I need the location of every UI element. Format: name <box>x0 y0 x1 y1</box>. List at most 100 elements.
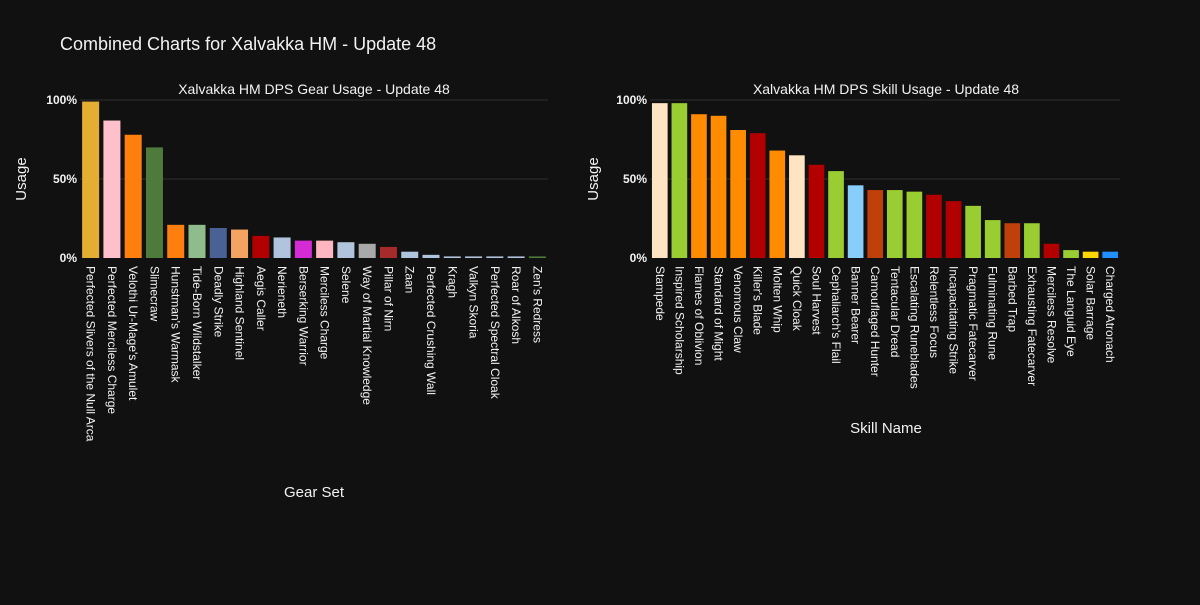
undefined-bar[interactable] <box>710 115 727 258</box>
undefined-category-label: Deadly Strike <box>211 266 225 338</box>
undefined-category-label: Tide-Born Wildstalker <box>190 266 204 380</box>
undefined-bar[interactable] <box>847 185 864 258</box>
undefined-bar[interactable] <box>808 164 825 258</box>
undefined-category-label: Perfected Spectral Cloak <box>488 266 502 400</box>
undefined-category-label: Berserking Warrior <box>296 266 310 366</box>
undefined-category-label: Pillar of Nirn <box>381 266 395 331</box>
undefined-bar[interactable] <box>145 147 163 258</box>
undefined-category-label: Banner Bearer <box>849 266 863 344</box>
undefined-bar[interactable] <box>486 256 504 258</box>
undefined-bar[interactable] <box>769 150 786 258</box>
undefined-y-tick-label: 100% <box>46 93 77 107</box>
undefined-bar[interactable] <box>337 242 355 258</box>
undefined-bar[interactable] <box>1082 251 1099 258</box>
undefined-bar[interactable] <box>188 224 206 258</box>
undefined-bar[interactable] <box>167 224 185 258</box>
undefined-bar[interactable] <box>209 227 227 258</box>
undefined-category-label: Inspired Scholarship <box>672 266 686 375</box>
undefined-y-tick-label: 50% <box>623 172 647 186</box>
undefined-category-label: Way of Martial Knowledge <box>360 266 374 405</box>
undefined-bar[interactable] <box>82 101 100 258</box>
undefined-bar[interactable] <box>867 190 884 258</box>
undefined-category-label: Aegis Caller <box>254 266 268 331</box>
undefined-category-label: Tentacular Dread <box>888 266 902 357</box>
undefined-category-label: Camouflaged Hunter <box>868 266 882 377</box>
undefined-chart-title: Xalvakka HM DPS Gear Usage - Update 48 <box>178 81 450 97</box>
undefined-bar[interactable] <box>1004 223 1021 258</box>
undefined-category-label: Merciless Charge <box>318 266 332 360</box>
undefined-bar[interactable] <box>691 114 707 258</box>
undefined-category-label: Fulminating Rune <box>986 266 1000 360</box>
undefined-category-label: Barbed Trap <box>1005 266 1019 332</box>
undefined-category-label: Incapacitating Strike <box>947 266 961 374</box>
undefined-category-label: Killer's Blade <box>751 266 765 335</box>
undefined-y-axis-label: Usage <box>13 157 30 200</box>
undefined-category-label: Valkyn Skoria <box>467 266 481 339</box>
undefined-bar[interactable] <box>965 205 981 258</box>
undefined-category-label: Perfected Crushing Wall <box>424 266 438 395</box>
undefined-category-label: Exhausting Fatecarver <box>1025 266 1039 386</box>
undefined-category-label: Zen's Redress <box>530 266 544 343</box>
undefined-bar[interactable] <box>945 201 962 258</box>
undefined-category-label: Velothi Ur-Mage's Amulet <box>126 266 140 401</box>
undefined-bar[interactable] <box>926 194 942 258</box>
undefined-category-label: Soul Harvest <box>809 266 823 335</box>
undefined-bar[interactable] <box>1063 250 1079 258</box>
undefined-bar[interactable] <box>730 130 746 258</box>
undefined-bar[interactable] <box>124 134 142 258</box>
undefined-category-label: Roar of Alkosh <box>509 266 523 344</box>
undefined-x-axis-label: Gear Set <box>284 484 345 501</box>
undefined-category-label: Kragh <box>445 266 459 298</box>
undefined-bar[interactable] <box>528 256 546 258</box>
gear-usage-chart: 0% 50% 100% Perfected Slivers of the Null A… <box>13 81 548 501</box>
undefined-category-label: Venomous Claw <box>731 266 745 353</box>
undefined-bar[interactable] <box>886 190 903 258</box>
undefined-bar[interactable] <box>231 229 249 258</box>
undefined-category-label: Slimecraw <box>147 266 161 322</box>
undefined-category-label: Molten Whip <box>770 266 784 333</box>
undefined-category-label: Highland Sentinel <box>233 266 247 360</box>
undefined-category-label: Merciless Resolve <box>1044 266 1058 364</box>
undefined-bar[interactable] <box>379 246 397 258</box>
undefined-bar[interactable] <box>422 254 440 258</box>
undefined-bar[interactable] <box>1102 251 1119 258</box>
undefined-y-axis-label: Usage <box>585 157 602 200</box>
undefined-bar[interactable] <box>294 240 312 258</box>
undefined-bar[interactable] <box>273 237 291 258</box>
undefined-bar[interactable] <box>358 243 376 258</box>
undefined-category-label: Escalating Runeblades <box>907 266 921 389</box>
figure-title: Combined Charts for Xalvakka HM - Update… <box>60 34 436 54</box>
undefined-category-label: Selene <box>339 266 353 304</box>
undefined-category-label: Perfected Merciless Charge <box>105 266 119 414</box>
undefined-bar[interactable] <box>316 240 334 258</box>
undefined-category-label: Charged Atronach <box>1103 266 1117 363</box>
undefined-category-label: Quick Cloak <box>790 266 804 332</box>
undefined-category-label: Cephaliarch's Flail <box>829 266 843 364</box>
undefined-category-label: Zaan <box>403 266 417 293</box>
undefined-bar[interactable] <box>828 171 844 258</box>
undefined-category-label: Stampede <box>653 266 667 321</box>
undefined-bar[interactable] <box>671 103 688 258</box>
undefined-bar[interactable] <box>401 251 419 258</box>
skill-usage-chart: 0% 50% 100% Stampede Inspired Scholarship Fla… <box>585 81 1120 437</box>
undefined-bar[interactable] <box>1024 223 1040 258</box>
undefined-bar[interactable] <box>252 235 270 258</box>
undefined-bar[interactable] <box>465 256 483 258</box>
undefined-bar[interactable] <box>789 155 805 258</box>
undefined-x-axis-label: Skill Name <box>850 420 922 437</box>
undefined-y-tick-label: 0% <box>60 251 78 265</box>
undefined-bar[interactable] <box>984 220 1001 258</box>
undefined-bar[interactable] <box>443 256 461 258</box>
undefined-y-tick-label: 100% <box>616 93 647 107</box>
undefined-bar[interactable] <box>1043 243 1060 258</box>
undefined-bar[interactable] <box>651 103 668 258</box>
undefined-bar[interactable] <box>906 191 923 258</box>
undefined-category-label: The Languid Eye <box>1064 266 1078 357</box>
undefined-bar[interactable] <box>103 120 121 258</box>
undefined-bar[interactable] <box>749 133 766 258</box>
undefined-y-tick-label: 0% <box>630 251 648 265</box>
undefined-category-label: Flames of Oblivion <box>692 266 706 365</box>
undefined-bar[interactable] <box>507 256 525 258</box>
